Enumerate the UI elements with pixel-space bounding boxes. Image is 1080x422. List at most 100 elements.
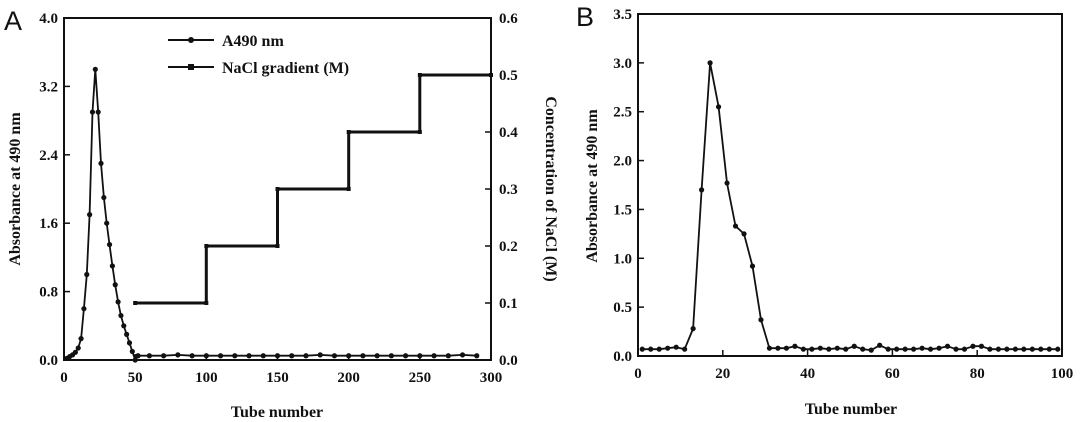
- panel-b-series-0-point: [1055, 346, 1061, 352]
- panel-a-series-0-point: [459, 352, 466, 358]
- panel-a-y-tick-label: 1.6: [39, 216, 58, 232]
- panel-b-series-0-point: [834, 345, 840, 351]
- panel-b-series-0-point: [792, 343, 798, 349]
- panel-b-series-0-point: [911, 346, 917, 352]
- panel-a-y2-axis-title: Concentration of NaCl (M): [542, 96, 559, 281]
- panel-b-series-0-point: [707, 60, 713, 66]
- panel-b-y-tick-label: 2.0: [613, 154, 632, 170]
- panel-b-letter: B: [576, 2, 594, 32]
- panel-a-series-0-point: [98, 160, 104, 166]
- panel-a-series-0-point: [317, 352, 323, 358]
- panel-a-y2-tick-label: 0.0: [499, 353, 518, 369]
- panel-a-x-tick-label: 200: [337, 370, 360, 386]
- panel-b-y-tick-label: 0.5: [613, 300, 632, 316]
- panel-a-series-0-point: [431, 353, 437, 359]
- panel-a-series-0-point: [374, 353, 380, 359]
- panel-b-series-0-point: [665, 345, 671, 351]
- panel-a-series-0-point: [135, 353, 141, 359]
- panel-a-series-0-point: [126, 340, 133, 346]
- panel-b-x-tick-label: 100: [1051, 366, 1074, 382]
- panel-b-series-0-point: [902, 346, 908, 352]
- panel-b-series-0-point: [1029, 346, 1035, 352]
- panel-b-series-0-point: [809, 346, 815, 352]
- panel-b-series-0-point: [783, 345, 790, 351]
- panel-a-series-0-point: [115, 299, 121, 305]
- panel-a-series-1-point: [133, 301, 138, 305]
- panel-b-x-tick-label: 20: [715, 366, 730, 382]
- panel-a-series-0-point: [232, 353, 238, 359]
- panel-b-series-0-point: [936, 345, 942, 351]
- panel-b-y-axis-title: Absorbance at 490 nm: [584, 109, 601, 263]
- panel-b-series-0-point: [656, 346, 662, 352]
- panel-a-y-axis-title: Absorbance at 490 nm: [7, 112, 24, 266]
- panel-a-x-tick-label: 0: [60, 370, 68, 386]
- panel-a-x-tick-label: 300: [480, 370, 503, 386]
- panel-a-series-0-point: [132, 357, 138, 363]
- panel-a-series-0-point: [95, 109, 101, 115]
- panel-b-series-0-point: [775, 345, 781, 351]
- panel-b: B 0 20 40 60 80 100 0.0 0.5 1.0 1.5 2.0 2.5 3.0 3.5 T…: [576, 2, 1073, 418]
- panel-b-series-0-point: [690, 326, 696, 332]
- panel-b-plot-area: [639, 60, 1061, 353]
- panel-b-y-tick-label: 0.0: [613, 349, 632, 365]
- panel-a-series-1-point: [204, 244, 209, 248]
- panel-a-series-0-point: [388, 353, 394, 359]
- legend-marker-a490: [188, 37, 194, 43]
- panel-a-series-0-point: [331, 353, 338, 359]
- panel-b-series-0-point: [1021, 346, 1027, 352]
- panel-a-series-0-point: [129, 348, 135, 355]
- panel-a-series-0-point: [84, 271, 90, 278]
- legend-label-nacl: NaCl gradient (M): [222, 60, 349, 77]
- panel-a-x-tick-label: 50: [128, 370, 143, 386]
- panel-a-series-0-point: [104, 220, 110, 226]
- panel-a-x-tick-label: 150: [266, 370, 289, 386]
- panel-b-series-0-point: [648, 346, 654, 352]
- panel-b-series-0-point: [724, 180, 730, 186]
- panel-b-series-0-point: [673, 344, 679, 350]
- panel-b-series-0-point: [961, 346, 968, 352]
- panel-b-series-0-point: [639, 346, 645, 352]
- panel-a-series-0-point: [474, 353, 480, 359]
- panel-b-series-0-point: [970, 343, 976, 349]
- panel-b-series-0-point: [894, 346, 900, 352]
- panel-b-y-tick-label: 3.5: [613, 7, 632, 23]
- panel-b-series-0-point: [1046, 346, 1052, 352]
- panel-b-x-tick-label: 80: [970, 366, 985, 382]
- panel-b-series-0-point: [995, 346, 1002, 352]
- panel-b-y-tick-label: 1.0: [613, 251, 632, 267]
- panel-a-series-1-point: [275, 244, 280, 248]
- panel-b-series-0-point: [732, 223, 739, 229]
- panel-a-series-1-point: [275, 187, 280, 191]
- panel-a-series-0-point: [360, 353, 366, 359]
- panel-a-series-1-point: [489, 73, 493, 77]
- legend-label-a490: A490 nm: [222, 33, 284, 50]
- panel-b-series-0-point: [885, 346, 891, 352]
- panel-a-series-1-point: [417, 130, 422, 134]
- panel-a-x-tick-label: 100: [195, 370, 218, 386]
- panel-a-series-0-point: [189, 353, 195, 359]
- panel-a-y-tick-label: 0.8: [39, 285, 58, 301]
- panel-a-y2-tick-label: 0.3: [499, 182, 518, 198]
- panel-a-series-0-point: [274, 353, 281, 359]
- panel-a-x-tick-label: 250: [409, 370, 432, 386]
- panel-a-series-0-point: [121, 323, 127, 329]
- panel-a-series-0-point: [289, 353, 295, 359]
- panel-a-series-0-point: [346, 353, 352, 359]
- panel-b-series-0-point: [741, 231, 747, 237]
- panel-b-series-0-point: [800, 346, 806, 352]
- panel-a-series-0-point: [101, 194, 107, 201]
- panel-a-y2-tick-label: 0.4: [499, 125, 518, 141]
- panel-b-x-axis-title: Tube number: [805, 401, 897, 418]
- panel-b-axes: 0 20 40 60 80 100 0.0 0.5 1.0 1.5 2.0 2.5 3.0 3.5: [613, 7, 1073, 382]
- panel-b-y-tick-label: 1.5: [613, 202, 632, 218]
- panel-b-series-0-point: [682, 346, 688, 352]
- panel-b-series-0-point: [953, 346, 959, 352]
- panel-b-x-tick-label: 40: [800, 366, 815, 382]
- panel-a-series-0-point: [124, 331, 130, 337]
- panel-a-series-0-point: [92, 66, 98, 72]
- panel-b-series-0-point: [877, 342, 883, 348]
- panel-b-series-0-point: [944, 343, 951, 349]
- panel-a-series-0-point: [246, 353, 252, 359]
- panel-a-y-tick-label: 2.4: [39, 148, 58, 164]
